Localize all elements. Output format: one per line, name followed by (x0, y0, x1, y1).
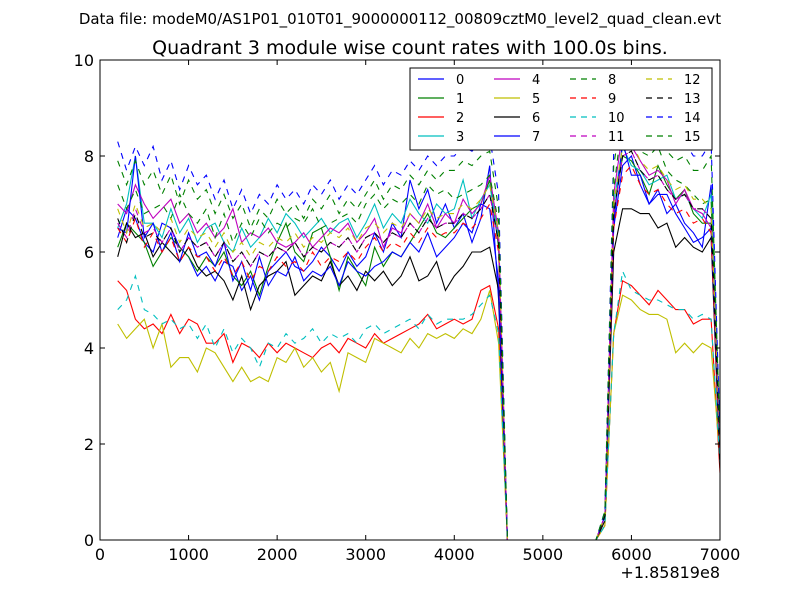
chart-title: Quadrant 3 module wise count rates with … (152, 37, 668, 59)
legend-label-12: 12 (684, 73, 701, 88)
legend-label-13: 13 (684, 92, 701, 107)
y-tick-label: 6 (84, 243, 94, 262)
legend-label-11: 11 (608, 130, 625, 145)
legend-label-6: 6 (532, 111, 540, 126)
series-line-6 (117, 208, 720, 540)
x-tick-label: 6000 (611, 545, 652, 564)
legend-label-10: 10 (608, 111, 625, 126)
series-line-13 (117, 150, 720, 540)
x-tick-label: 4000 (434, 545, 475, 564)
legend-label-2: 2 (456, 111, 464, 126)
legend-label-8: 8 (608, 73, 616, 88)
series-line-15 (117, 106, 720, 540)
y-tick-label: 10 (74, 51, 94, 70)
y-tick-label: 0 (84, 531, 94, 550)
series-line-8 (117, 115, 720, 540)
legend-label-14: 14 (684, 111, 701, 126)
y-tick-label: 2 (84, 435, 94, 454)
suptitle: Data file: modeM0/AS1P01_010T01_90000001… (79, 10, 721, 29)
plot-area (117, 92, 720, 540)
x-tick-label: 0 (95, 545, 105, 564)
series-line-14 (117, 92, 720, 540)
axes-frame (99, 59, 721, 541)
legend-label-3: 3 (456, 130, 464, 145)
y-tick-label: 4 (84, 339, 94, 358)
legend-label-4: 4 (532, 73, 540, 88)
legend-label-5: 5 (532, 92, 540, 107)
legend-label-0: 0 (456, 73, 464, 88)
legend-label-9: 9 (608, 92, 616, 107)
x-offset-label: +1.85819e8 (620, 563, 720, 582)
x-tick-label: 7000 (700, 545, 741, 564)
y-tick-label: 8 (84, 147, 94, 166)
legend-label-15: 15 (684, 130, 701, 145)
series-line-12 (117, 140, 720, 540)
x-tick-label: 2000 (257, 545, 298, 564)
x-tick-label: 3000 (345, 545, 386, 564)
series-line-10 (117, 269, 720, 540)
x-tick-label: 5000 (522, 545, 563, 564)
series-line-9 (117, 164, 720, 540)
series-line-5 (117, 290, 720, 540)
series-line-2 (117, 279, 720, 540)
legend-label-1: 1 (456, 92, 464, 107)
legend-label-7: 7 (532, 130, 540, 145)
x-tick-label: 1000 (168, 545, 209, 564)
